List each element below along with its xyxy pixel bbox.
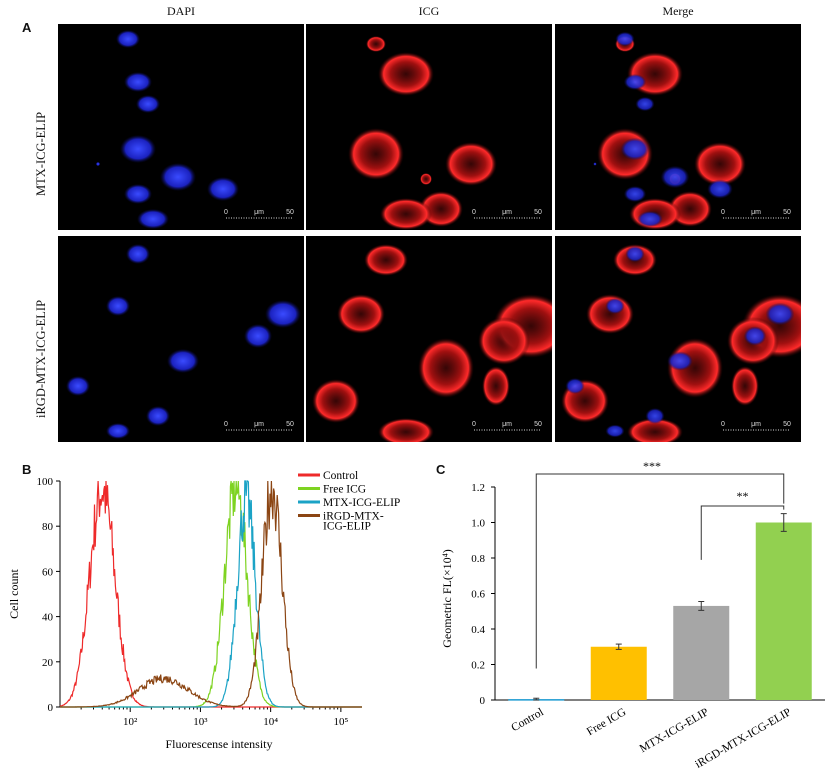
panel-b-label: B xyxy=(22,462,32,477)
significance-label: *** xyxy=(643,459,661,473)
scale-bar: 0 μm 50 xyxy=(472,421,542,431)
bar-chart: 0 0.2 0.4 0.6 0.8 1.0 1.2 Geometric FL(×10⁴) Con… xyxy=(440,459,825,771)
error-bar xyxy=(698,600,705,611)
micrograph-merge-row2: 0 μm 50 xyxy=(555,236,801,442)
y-tick-label: 1.2 xyxy=(471,482,485,494)
y-tick-label: 40 xyxy=(42,612,54,624)
x-tick-label: 10⁴ xyxy=(263,716,278,728)
svg-text:0: 0 xyxy=(472,421,476,428)
row-label-irgd-mtx-icg-elip: iRGD-MTX-ICG-ELIP xyxy=(34,299,48,418)
svg-text:50: 50 xyxy=(783,421,791,428)
legend-label: Control xyxy=(323,470,358,482)
y-axis-label: Cell count xyxy=(7,569,21,619)
micrograph-merge-row1: 0 μm 50 xyxy=(555,24,801,230)
micrograph-dapi-row1: 0 μm 50 xyxy=(58,24,304,230)
svg-text:μm: μm xyxy=(502,421,512,428)
y-axis-label: Geometric FL(×10⁴) xyxy=(440,549,454,648)
svg-text:50: 50 xyxy=(534,421,542,428)
y-tick-label: 0.6 xyxy=(471,589,485,601)
histogram-series-3 xyxy=(60,480,362,708)
svg-text:0: 0 xyxy=(224,209,228,216)
svg-text:0: 0 xyxy=(224,421,228,428)
x-tick-label: 10² xyxy=(123,716,138,728)
column-label-merge: Merge xyxy=(662,4,694,18)
y-tick-label: 0 xyxy=(48,702,54,714)
x-tick-label: MTX-ICG-ELIP xyxy=(638,706,711,755)
legend-label: iRGD-MTX- xyxy=(323,511,384,523)
column-label-icg: ICG xyxy=(418,4,440,18)
histogram-chart: 0 20 40 60 80 100 10² 10³ 10⁴ 10⁵ Fluorescense int… xyxy=(7,470,400,751)
y-tick-label: 0 xyxy=(480,695,486,707)
legend-label: Free ICG xyxy=(323,484,366,496)
column-label-dapi: DAPI xyxy=(166,4,195,18)
significance-bracket-2 xyxy=(700,505,785,560)
svg-text:μm: μm xyxy=(751,421,761,428)
y-tick-label: 100 xyxy=(37,476,54,488)
x-tick-label: Free ICG xyxy=(585,706,628,738)
error-bar xyxy=(780,513,787,532)
micrograph-icg-row2: 0 μm 50 xyxy=(306,236,552,442)
x-tick-label: Control xyxy=(509,706,545,734)
svg-text:μm: μm xyxy=(254,421,264,428)
micrograph-icg-row1: 0 μm 50 xyxy=(306,24,552,230)
scale-bar: 0 μm 50 xyxy=(224,421,294,431)
bar-3 xyxy=(755,522,812,700)
legend-label: ICG-ELIP xyxy=(323,521,371,533)
scale-bar: 0 μm 50 xyxy=(224,209,294,219)
svg-text:μm: μm xyxy=(502,209,512,216)
svg-text:50: 50 xyxy=(286,421,294,428)
panel-c-label: C xyxy=(436,462,446,477)
svg-text:50: 50 xyxy=(534,209,542,216)
scale-bar: 0 μm 50 xyxy=(721,209,791,219)
svg-text:μm: μm xyxy=(254,209,264,216)
bar-1 xyxy=(590,646,647,700)
significance-bracket-1 xyxy=(535,473,785,669)
micrograph-dapi-row2: 0 μm 50 xyxy=(58,236,304,442)
row-label-mtx-icg-elip: MTX-ICG-ELIP xyxy=(34,111,48,196)
error-bar xyxy=(533,697,540,701)
svg-text:0: 0 xyxy=(472,209,476,216)
x-axis-label: Fluorescense intensity xyxy=(166,737,273,751)
y-tick-label: 80 xyxy=(42,521,54,533)
y-tick-label: 60 xyxy=(42,566,54,578)
y-tick-label: 0.2 xyxy=(471,660,485,672)
x-tick-label: 10⁵ xyxy=(333,716,348,728)
error-bar xyxy=(615,643,622,650)
svg-text:0: 0 xyxy=(721,209,725,216)
svg-text:μm: μm xyxy=(751,209,761,216)
scale-bar: 0 μm 50 xyxy=(721,421,791,431)
significance-label: ** xyxy=(737,489,749,503)
x-tick-label: 10³ xyxy=(193,716,208,728)
bar-2 xyxy=(673,605,730,700)
panel-a-label: A xyxy=(22,20,32,35)
y-tick-label: 1.0 xyxy=(471,518,485,530)
svg-text:50: 50 xyxy=(286,209,294,216)
y-tick-label: 0.4 xyxy=(471,624,485,636)
legend-label: MTX-ICG-ELIP xyxy=(323,497,400,509)
svg-text:0: 0 xyxy=(721,421,725,428)
svg-text:50: 50 xyxy=(783,209,791,216)
scale-bar: 0 μm 50 xyxy=(472,209,542,219)
y-tick-label: 0.8 xyxy=(471,553,485,565)
y-tick-label: 20 xyxy=(42,657,54,669)
